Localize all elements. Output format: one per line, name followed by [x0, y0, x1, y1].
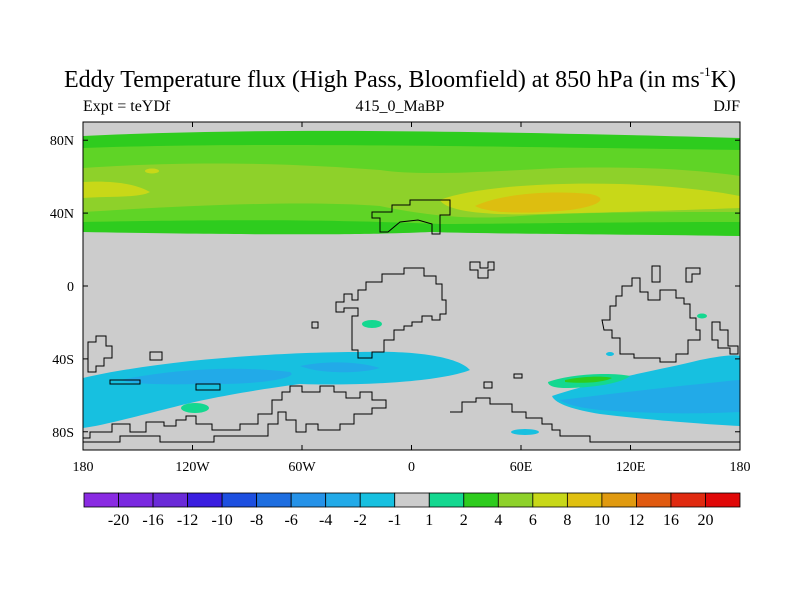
x-tick-label: 60W	[288, 460, 316, 475]
x-tick-label: 60E	[510, 460, 533, 475]
colorbar-swatch	[636, 492, 672, 508]
coastlines	[83, 199, 740, 443]
colorbar-swatch	[532, 492, 568, 508]
field-sh-neg1	[83, 351, 470, 428]
colorbar-swatch	[256, 492, 292, 508]
colorbar-label: 10	[594, 512, 610, 529]
colorbar-swatch	[152, 492, 188, 508]
colorbar: -20 -16 -12 -10 -8 -6 -4 -2 -1 1 2 4 6 8 10 12 16 20	[83, 492, 741, 529]
y-tick-label: 80S	[52, 426, 74, 441]
title-main: Eddy Temperature flux (High Pass, Bloomf…	[64, 67, 700, 93]
colorbar-label: -12	[177, 512, 198, 529]
colorbar-label: 2	[460, 512, 468, 529]
colorbar-swatch	[670, 492, 706, 508]
field-nh-10	[475, 192, 601, 213]
map-title: Eddy Temperature flux (High Pass, Bloomf…	[0, 64, 800, 94]
y-axis: 80N 40N 0 40S 80S	[50, 134, 740, 441]
coast-antarctica	[83, 385, 387, 443]
coast-mediterranean	[371, 199, 451, 235]
colorbar-swatch	[566, 492, 603, 508]
colorbar-swatch	[83, 492, 119, 508]
colorbar-label: -4	[319, 512, 332, 529]
coast-southamerica	[87, 335, 113, 373]
field-tropic-pos2	[697, 313, 707, 319]
colorbar-swatch	[118, 492, 154, 508]
field-sh-east-pos2	[565, 376, 612, 383]
coast-africa	[335, 267, 447, 359]
colorbar-swatch	[394, 492, 430, 508]
y-tick-label: 0	[67, 280, 74, 295]
x-tick-label: 0	[408, 460, 415, 475]
experiment-label: Expt = teYDf	[83, 98, 171, 115]
title-unit-tail: K)	[710, 67, 736, 93]
field-ant-neg	[511, 429, 539, 435]
y-tick-label: 40S	[52, 353, 74, 368]
colorbar-swatch	[290, 492, 327, 508]
coast-antarctica-east	[450, 397, 740, 443]
x-tick-label: 180	[730, 460, 751, 475]
colorbar-swatch	[601, 492, 637, 508]
colorbar-label: 4	[494, 512, 502, 529]
x-tick-label: 120E	[616, 460, 646, 475]
y-tick-label: 40N	[50, 207, 74, 222]
coast-newzealand	[711, 321, 739, 355]
colorbar-swatch	[497, 492, 534, 508]
run-label: 415_0_MaBP	[355, 98, 445, 115]
colorbar-swatch	[187, 492, 223, 508]
colorbar-label: -8	[250, 512, 263, 529]
colorbar-label: 12	[628, 512, 644, 529]
colorbar-label: -20	[108, 512, 129, 529]
y-tick-label: 80N	[50, 134, 74, 149]
field-sh-neg2	[120, 362, 380, 385]
colorbar-label: -6	[284, 512, 297, 529]
colorbar-swatch	[705, 492, 741, 508]
colorbar-swatch	[221, 492, 258, 508]
coast-australia	[601, 277, 701, 363]
colorbar-label: 20	[697, 512, 713, 529]
colorbar-label: -2	[354, 512, 367, 529]
title-superscript: -1	[699, 64, 711, 79]
colorbar-swatch	[325, 492, 361, 508]
colorbar-swatch	[463, 492, 499, 508]
colorbar-label: -10	[211, 512, 232, 529]
colorbar-label: -16	[142, 512, 163, 529]
field-speck-neg	[606, 352, 614, 356]
colorbar-label: 6	[529, 512, 537, 529]
colorbar-swatch	[359, 492, 396, 508]
colorbar-swatch	[428, 492, 465, 508]
flux-field	[83, 130, 740, 435]
season-label: DJF	[713, 98, 740, 115]
colorbar-label: 1	[425, 512, 433, 529]
field-tropic-pos	[362, 320, 382, 328]
colorbar-label: 8	[563, 512, 571, 529]
x-tick-label: 180	[73, 460, 94, 475]
colorbar-label: 16	[663, 512, 679, 529]
field-sh-east-neg2	[560, 380, 740, 414]
colorbar-label: -1	[388, 512, 401, 529]
field-sh-pos-blob	[181, 403, 209, 413]
x-axis: 180 120W 60W 0 60E 120E 180	[73, 122, 751, 475]
x-tick-label: 120W	[175, 460, 210, 475]
field-nh-speck	[145, 168, 159, 174]
coast-islands	[109, 261, 701, 391]
